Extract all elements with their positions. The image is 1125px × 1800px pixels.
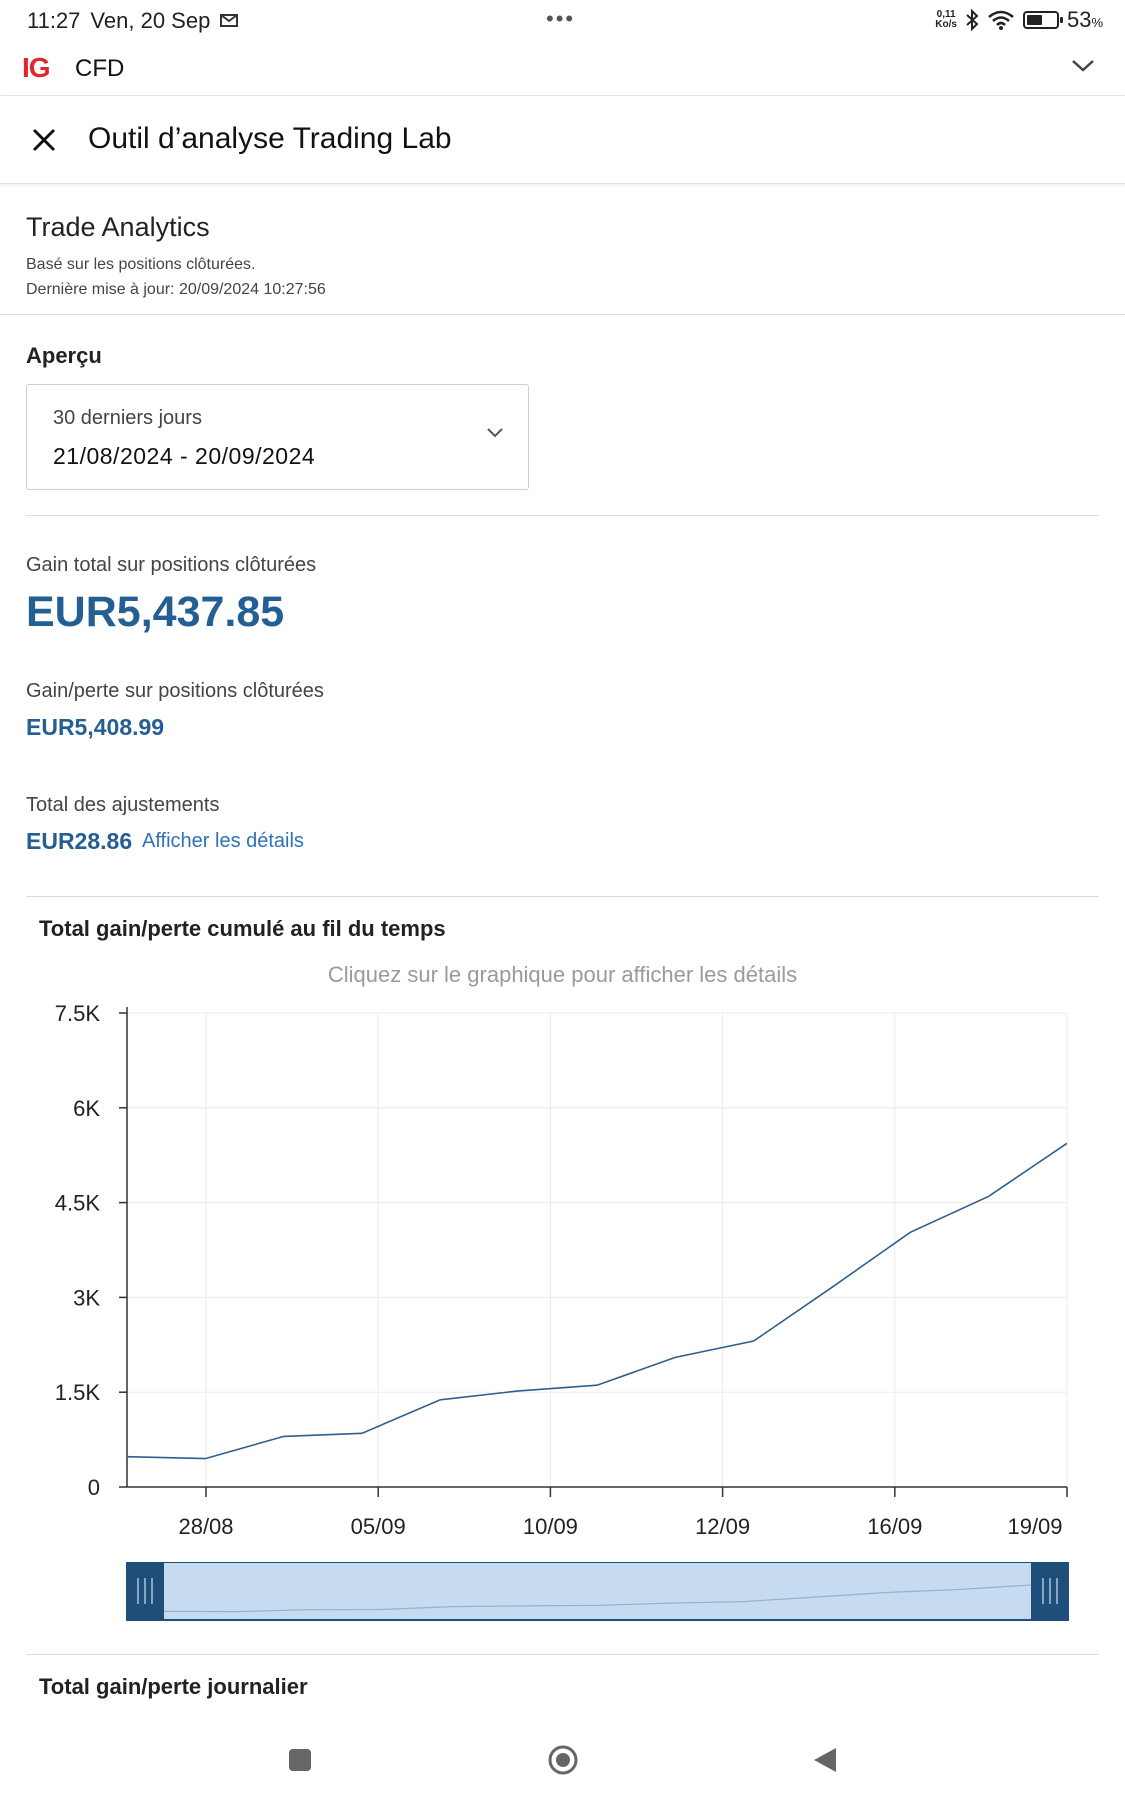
analytics-title: Trade Analytics <box>26 212 210 242</box>
square-icon[interactable] <box>288 1748 312 1772</box>
total-gain-label: Gain total sur positions clôturées <box>26 554 317 576</box>
chart-hint: Cliquez sur le graphique pour afficher l… <box>327 962 798 987</box>
status-left: 11:27 Ven, 20 Sep <box>27 8 240 34</box>
app-header: IG CFD <box>0 44 1125 96</box>
close-icon[interactable] <box>30 126 58 154</box>
daily-chart-title: Total gain/perte journalier <box>39 1674 308 1699</box>
divider <box>26 515 1099 516</box>
adjustments-value: EUR28.86 <box>26 828 133 854</box>
bluetooth-icon <box>966 9 979 31</box>
battery-percentage: 53% <box>1067 7 1103 33</box>
y-tick-label: 4.5K <box>55 1191 101 1216</box>
divider <box>26 1654 1099 1655</box>
range-preview-line <box>163 1584 1032 1613</box>
based-on-text: Basé sur les positions clôturées. <box>26 256 256 273</box>
net-speed: 0,11 Ko/s <box>935 10 957 30</box>
period-label: 30 derniers jours <box>53 407 202 429</box>
net-speed-value: 0,11 <box>936 9 956 20</box>
status-time: 11:27 <box>27 8 81 33</box>
battery-level <box>1026 15 1042 25</box>
cumulative-chart-title: Total gain/perte cumulé au fil du temps <box>39 916 446 941</box>
battery-icon <box>1022 11 1063 29</box>
x-tick-label: 28/08 <box>178 1514 233 1539</box>
last-update-text: Dernière mise à jour: 20/09/2024 10:27:5… <box>26 281 326 298</box>
page-title: Outil d’analyse Trading Lab <box>88 122 452 155</box>
navigation-bar <box>0 1726 1125 1800</box>
divider <box>0 314 1125 315</box>
range-selector[interactable] <box>126 1562 1069 1622</box>
period-select[interactable]: 30 derniers jours 21/08/2024 - 20/09/202… <box>26 384 529 490</box>
chevron-down-icon <box>487 428 503 438</box>
x-tick-label: 16/09 <box>867 1514 922 1539</box>
ig-logo: IG <box>22 52 51 83</box>
battery-value: 53 <box>1066 7 1092 32</box>
show-details-link[interactable]: Afficher les détails <box>142 830 304 852</box>
period-range: 21/08/2024 - 20/09/2024 <box>53 443 316 469</box>
net-speed-unit: Ko/s <box>935 19 957 30</box>
y-tick-label: 3K <box>73 1285 100 1310</box>
y-tick-label: 7.5K <box>55 1001 101 1026</box>
triangle-back-icon[interactable] <box>812 1746 838 1774</box>
y-tick-label: 6K <box>73 1096 100 1121</box>
total-gain-value: EUR5,437.85 <box>26 588 285 636</box>
battery-unit: % <box>1091 15 1103 30</box>
overview-title: Aperçu <box>26 343 102 368</box>
x-tick-label: 10/09 <box>523 1514 578 1539</box>
pnl-value: EUR5,408.99 <box>26 714 165 740</box>
y-tick-label: 0 <box>88 1475 100 1500</box>
mail-notification-icon <box>220 14 239 27</box>
status-date: Ven, 20 Sep <box>90 8 211 33</box>
y-tick-label: 1.5K <box>55 1380 101 1405</box>
more-dots-icon[interactable]: ••• <box>546 6 576 31</box>
wifi-icon <box>988 10 1014 30</box>
pnl-label: Gain/perte sur positions clôturées <box>26 680 324 702</box>
x-tick-label: 05/09 <box>351 1514 406 1539</box>
tool-header: Outil d’analyse Trading Lab <box>0 96 1125 184</box>
series-line <box>126 1142 1068 1460</box>
product-name[interactable]: CFD <box>75 55 125 82</box>
x-tick-label: 12/09 <box>695 1514 750 1539</box>
chevron-down-icon[interactable] <box>1071 58 1095 74</box>
x-tick-label: 19/09 <box>1007 1514 1062 1539</box>
cumulative-chart[interactable]: 0 1.5K 3K 4.5K 6K 7.5K 28/08 05/09 10/09 12/09 16/… <box>0 995 1125 1555</box>
divider <box>26 896 1099 897</box>
status-bar: 11:27 Ven, 20 Sep ••• 0,11 Ko/s 53% <box>0 0 1125 44</box>
status-right: 0,11 Ko/s 53% <box>935 7 1103 33</box>
adjustments-label: Total des ajustements <box>26 794 220 816</box>
circle-icon[interactable] <box>547 1744 579 1776</box>
